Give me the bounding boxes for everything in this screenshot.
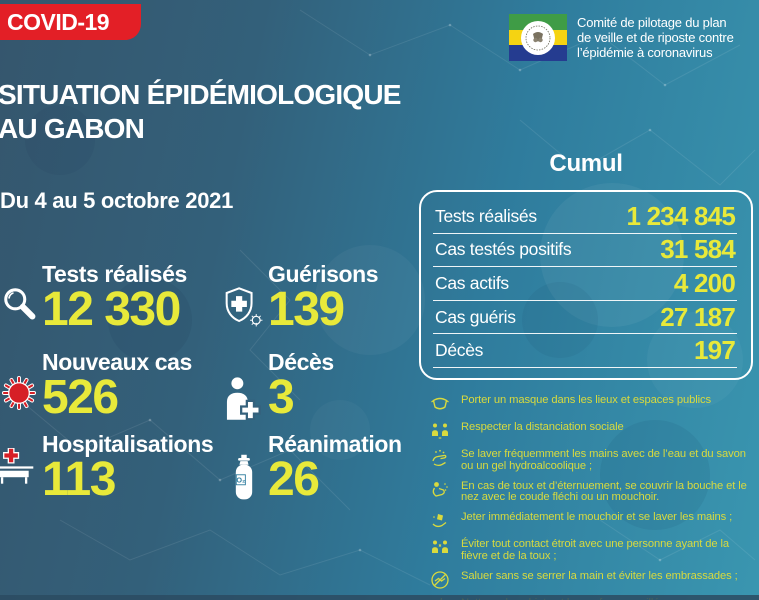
gabon-flag-logo (509, 14, 567, 61)
no-handshake-icon (429, 570, 451, 590)
gabon-coat-of-arms-icon (525, 25, 551, 50)
covid19-banner: COVID-19 (0, 4, 141, 40)
stat-guerisons: Guérisons 139 (225, 261, 379, 336)
row-value: 1 234 845 (626, 200, 736, 231)
table-row: Cas guéris 27 187 (433, 301, 737, 335)
stat-value: 26 (268, 453, 320, 506)
list-item: Respecter la distanciation sociale (429, 421, 755, 441)
sneeze-elbow-icon (429, 480, 451, 500)
row-label: Cas testés positifs (435, 239, 572, 260)
row-label: Cas guéris (435, 306, 516, 327)
wash-hands-icon (429, 448, 451, 468)
stat-label: Tests réalisés (42, 261, 187, 287)
table-row: Cas testés positifs 31 584 (433, 234, 737, 268)
stat-value: 12 330 (42, 283, 181, 336)
stat-value: 113 (42, 453, 116, 506)
prevention-measures-list: Porter un masque dans les lieux et espac… (429, 394, 755, 600)
magnifier-icon (4, 288, 36, 320)
social-distancing-icon (429, 421, 451, 441)
row-value: 197 (694, 335, 736, 366)
row-label: Tests réalisés (435, 205, 537, 226)
list-item: Jeter immédiatement le mouchoir et se la… (429, 511, 755, 531)
list-item: Éviter tout contact étroit avec une pers… (429, 538, 755, 563)
person-cross-icon (226, 377, 261, 420)
row-value: 31 584 (660, 234, 736, 265)
row-value: 4 200 (673, 267, 736, 298)
table-row: Tests réalisés 1 234 845 (433, 200, 737, 234)
list-item: Se laver fréquemment les mains avec de l… (429, 448, 755, 473)
list-item: En cas de toux et d’éternuement, se couv… (429, 480, 755, 505)
stat-label: Réanimation (268, 431, 402, 457)
stat-deces: Décès 3 (226, 349, 334, 424)
stat-reanimation: O₂ Réanimation 26 (235, 431, 402, 506)
oxygen-tank-icon: O₂ (235, 454, 253, 500)
stat-nouveaux-cas: Nouveaux cas 526 (1, 349, 192, 424)
row-label: Décès (435, 340, 484, 361)
oxygen-label: O₂ (236, 476, 245, 485)
coronavirus-icon (1, 375, 37, 411)
committee-line: l’épidémie à coronavirus (577, 45, 713, 60)
row-value: 27 187 (660, 301, 736, 332)
report-period: Du 4 au 5 octobre 2021 (0, 188, 234, 213)
table-row: Décès 197 (433, 334, 737, 368)
gabon-seal (521, 20, 555, 55)
stat-label: Guérisons (268, 261, 379, 287)
stat-hospitalisations: Hospitalisations 113 (0, 431, 214, 506)
avoid-contact-icon (429, 538, 451, 558)
banner-label: COVID-19 (7, 8, 110, 35)
mask-icon (429, 394, 451, 414)
committee-name: Comité de pilotage du plan de veille et … (577, 15, 734, 60)
committee-line: Comité de pilotage du plan (577, 15, 727, 30)
stat-label: Décès (268, 349, 334, 375)
list-item: Porter un masque dans les lieux et espac… (429, 394, 755, 414)
list-item: Saluer sans se serrer la main et éviter … (429, 570, 755, 590)
page-title: SITUATION ÉPIDÉMIOLOGIQUE AU GABON (0, 79, 401, 144)
stat-label: Hospitalisations (42, 431, 214, 457)
shield-cross-virus-icon (225, 287, 263, 327)
stat-tests-realises: Tests réalisés 12 330 (4, 261, 187, 336)
discard-tissue-icon (429, 511, 451, 531)
stat-value: 526 (42, 371, 119, 424)
hospital-bed-icon (0, 448, 34, 484)
row-label: Cas actifs (435, 272, 509, 293)
cumulative-table: Tests réalisés 1 234 845 Cas testés posi… (419, 190, 753, 380)
stat-label: Nouveaux cas (42, 349, 192, 375)
stat-value: 3 (268, 371, 295, 424)
footer-strip (0, 595, 759, 600)
cumulative-title: Cumul (549, 150, 623, 177)
committee-line: de veille et de riposte contre (577, 30, 734, 45)
table-row: Cas actifs 4 200 (433, 267, 737, 301)
stat-value: 139 (268, 283, 345, 336)
